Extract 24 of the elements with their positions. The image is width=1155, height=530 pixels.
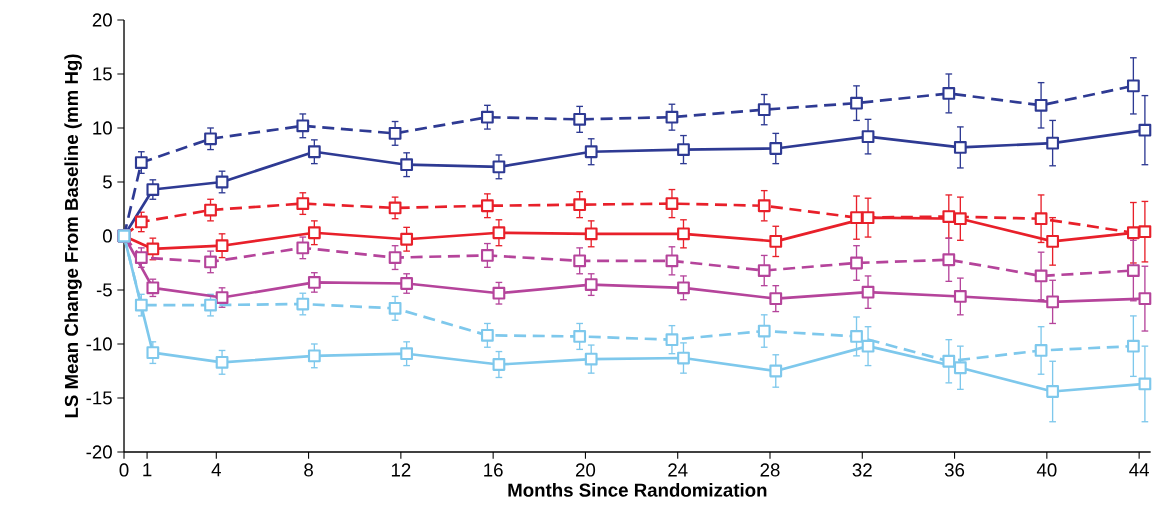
y-tick-label: -20 [86,445,112,459]
x-tick-label: 16 [484,463,503,477]
y-tick-label: 5 [103,175,112,189]
y-tick-label: 20 [92,13,112,27]
x-tick-label: 1 [143,463,152,477]
y-tick-label: 10 [93,121,112,135]
x-tick-label: 12 [391,463,411,477]
y-tick-label: -5 [96,283,112,297]
x-axis-title: Months Since Randomization [508,483,767,497]
y-tick-label: 0 [102,229,112,243]
x-tick-label: 0 [119,463,129,477]
y-tick-label: -15 [86,391,112,405]
y-tick-label: -10 [86,337,112,351]
x-tick-label: 24 [668,463,688,477]
x-tick-label: 36 [944,463,965,477]
x-tick-label: 32 [852,463,872,477]
y-axis-title: LS Mean Change From Baseline (mm Hg) [64,54,82,418]
x-tick-label: 4 [211,463,221,477]
x-tick-label: 28 [760,463,780,477]
x-tick-label: 40 [1036,463,1057,477]
y-tick-label: 15 [93,67,112,81]
x-tick-label: 20 [575,463,596,477]
x-tick-label: 8 [304,463,313,477]
x-tick-label: 44 [1129,463,1149,477]
